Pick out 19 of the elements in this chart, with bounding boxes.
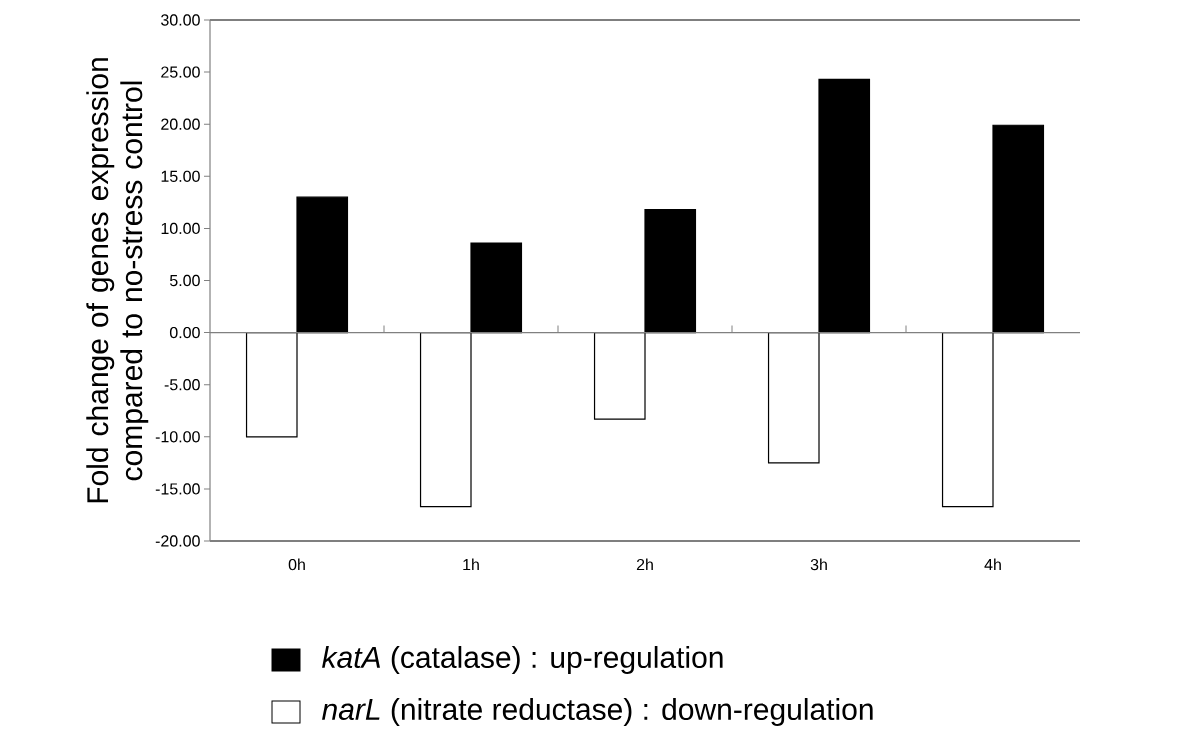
x-tick-label: 1h bbox=[463, 558, 479, 570]
x-tick-label: 0h bbox=[288, 558, 305, 571]
x-tick-label: 4h bbox=[984, 558, 1001, 570]
y-axis-title: Fold change of genes expression compared to no-stress control bbox=[86, 58, 149, 503]
legend-label: narL (nitrate reductase) : down-regulation bbox=[322, 697, 873, 726]
y-tick-label: 0.00 bbox=[169, 326, 200, 339]
y-tick-label: -15.00 bbox=[155, 483, 200, 495]
y-tick-label: 15.00 bbox=[161, 170, 200, 182]
y-tick-label: 20.00 bbox=[161, 118, 200, 130]
legend-label: katA (catalase) : up-regulation bbox=[322, 645, 723, 674]
x-tick-label: 2h bbox=[636, 558, 653, 570]
y-tick-label: -20.00 bbox=[155, 535, 200, 547]
y-tick-label: 10.00 bbox=[161, 222, 200, 234]
y-tick-label: -5.00 bbox=[164, 378, 200, 391]
y-tick-label: 30.00 bbox=[161, 14, 200, 26]
y-tick-label: 5.00 bbox=[169, 274, 200, 286]
x-tick-label: 3h bbox=[810, 558, 827, 571]
y-tick-label: 25.00 bbox=[161, 66, 200, 78]
y-tick-label: -10.00 bbox=[155, 430, 200, 443]
